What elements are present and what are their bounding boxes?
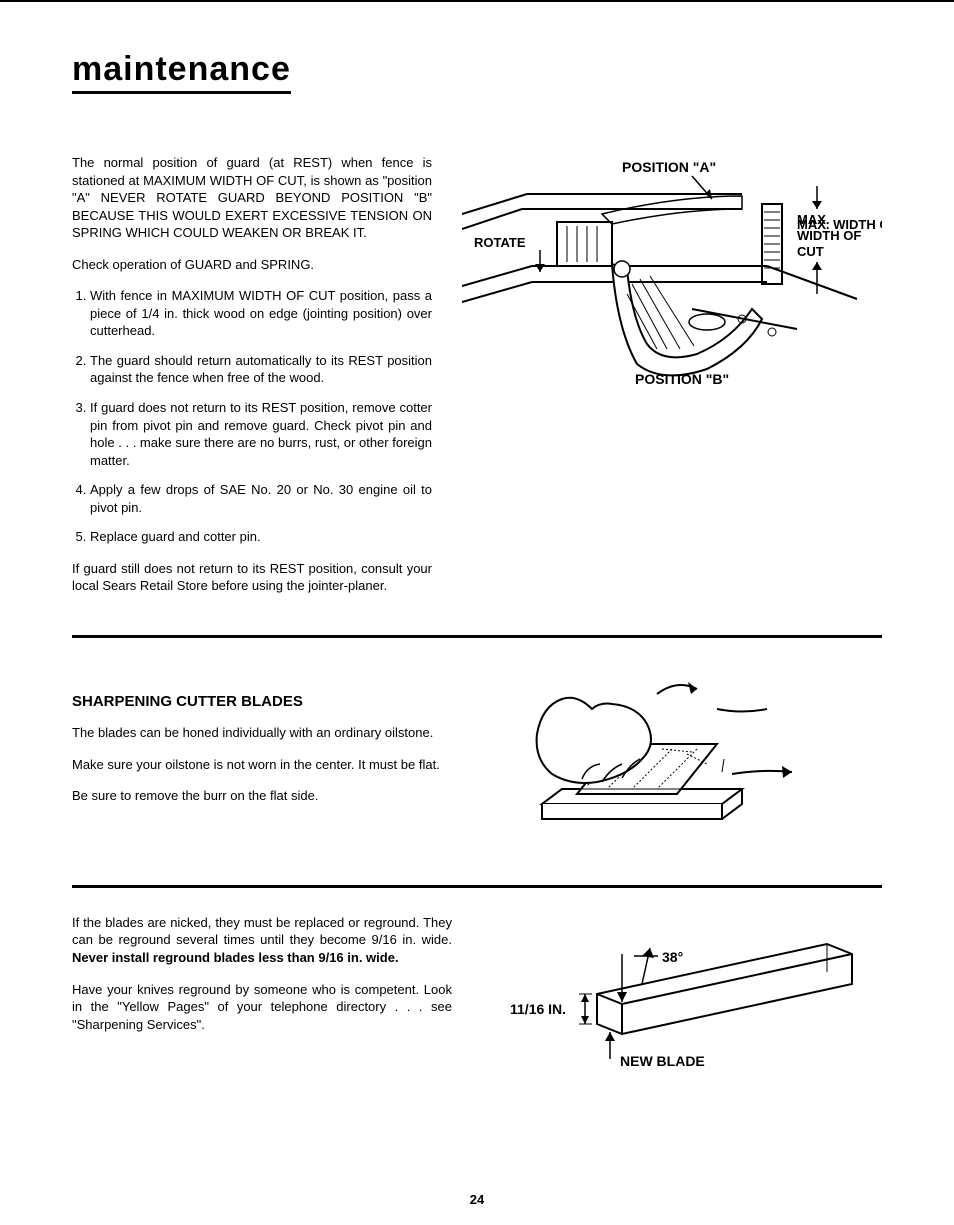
guard-step: Replace guard and cotter pin. [90, 528, 432, 546]
pos-a-label: POSITION "A" [622, 159, 716, 175]
pos-b-label: POSITION "B" [635, 371, 729, 387]
svg-text:CUT: CUT [797, 244, 824, 259]
sharpen-title: SHARPENING CUTTER BLADES [72, 692, 452, 712]
page-number: 24 [0, 1192, 954, 1207]
guard-check: Check operation of GUARD and SPRING. [72, 256, 432, 274]
blade-diagram: 38° 11/16 IN. NEW BLADE [482, 914, 862, 1084]
svg-text:WIDTH OF: WIDTH OF [797, 228, 861, 243]
regrind-p2: Have your knives reground by someone who… [72, 981, 452, 1034]
sharpen-p2: Make sure your oilstone is not worn in t… [72, 756, 452, 774]
page-title: maintenance [72, 50, 291, 94]
guard-steps: With fence in MAXIMUM WIDTH OF CUT posit… [72, 287, 432, 546]
guard-step: The guard should return automatically to… [90, 352, 432, 387]
honing-diagram [482, 664, 802, 854]
sharpen-p1: The blades can be honed individually wit… [72, 724, 452, 742]
svg-text:MAX.: MAX. [797, 212, 830, 227]
sharpen-p3: Be sure to remove the burr on the flat s… [72, 787, 452, 805]
guard-intro: The normal position of guard (at REST) w… [72, 154, 432, 242]
guard-outro: If guard still does not return to its RE… [72, 560, 432, 595]
regrind-p1: If the blades are nicked, they must be r… [72, 914, 452, 967]
blade-angle: 38° [662, 949, 683, 965]
new-blade-label: NEW BLADE [620, 1053, 705, 1069]
guard-step: If guard does not return to its REST pos… [90, 399, 432, 469]
blade-height: 11/16 IN. [510, 1001, 566, 1017]
guard-diagram: POSITION "A" MAX. WIDTH OF CUT MAX. WIDT… [462, 154, 882, 404]
guard-step: With fence in MAXIMUM WIDTH OF CUT posit… [90, 287, 432, 340]
guard-step: Apply a few drops of SAE No. 20 or No. 3… [90, 481, 432, 516]
divider [72, 635, 882, 638]
divider [72, 885, 882, 888]
rotate-label: ROTATE [474, 235, 526, 250]
